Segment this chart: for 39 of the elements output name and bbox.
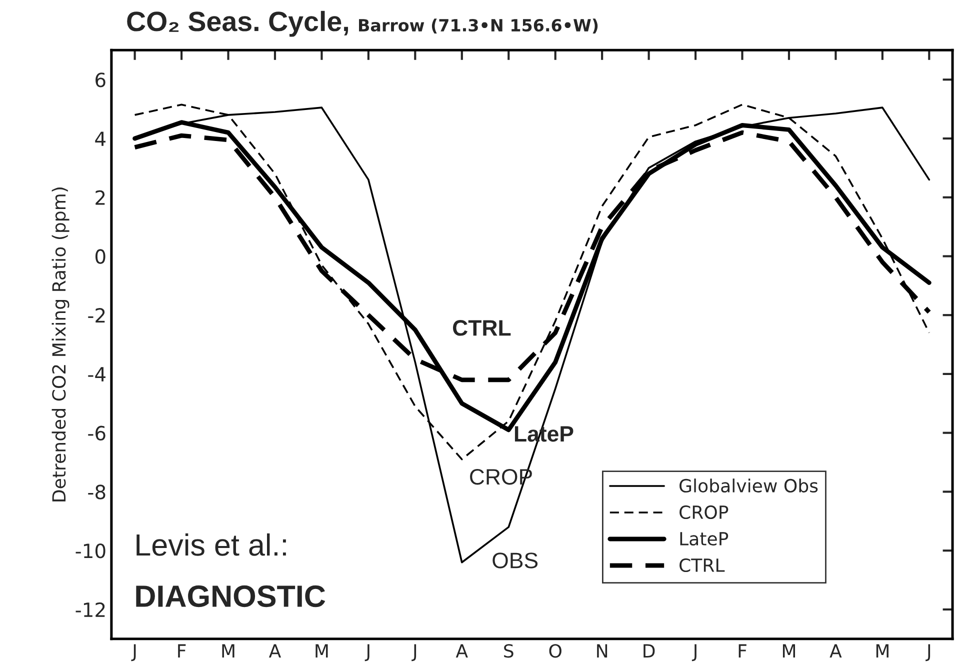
annotation: DIAGNOSTIC	[136, 585, 326, 608]
legend-label: Globalview Obs	[680, 478, 818, 493]
y-tick-label: -8	[88, 484, 106, 500]
x-tick-label: S	[504, 644, 514, 658]
x-tick-label: M	[222, 644, 234, 658]
x-tick-label: J	[131, 644, 136, 662]
x-tick-label: A	[268, 644, 282, 658]
x-tick-label: F	[178, 644, 186, 658]
y-axis-title: Detrended CO2 Mixing Ratio (ppm)	[52, 188, 70, 502]
legend-label: CTRL	[680, 558, 725, 572]
legend-label: LateP	[680, 532, 728, 546]
x-tick-label: D	[644, 644, 655, 658]
x-tick-label: J	[692, 644, 696, 662]
y-tick-label: -10	[76, 544, 106, 558]
y-tick-label: -4	[88, 367, 106, 382]
x-tick-label: J	[412, 644, 416, 662]
x-tick-label: A	[456, 644, 468, 658]
y-tick-label: 6	[96, 72, 106, 88]
y-tick-label: -2	[88, 308, 105, 322]
x-tick-label: A	[830, 644, 842, 658]
annotation: CTRL	[452, 320, 511, 336]
y-tick-label: 4	[95, 132, 106, 146]
x-tick-label: O	[549, 644, 562, 658]
x-tick-label: M	[782, 644, 796, 658]
x-tick-label: J	[364, 644, 370, 662]
x-tick-label: N	[597, 644, 608, 658]
y-tick-label: -12	[76, 602, 105, 617]
x-tick-label: M	[876, 644, 888, 658]
x-tick-label: F	[738, 644, 746, 658]
x-tick-label: M	[316, 644, 328, 658]
chart-subtitle: Barrow (71.3•N 156.6•W)	[359, 18, 598, 34]
annotation: OBS	[492, 552, 538, 568]
legend-label: CROP	[680, 505, 728, 520]
chart-title: CO₂ Seas. Cycle,	[127, 10, 348, 37]
x-tick-label: J	[926, 644, 930, 662]
y-tick-label: 0	[95, 249, 106, 264]
y-tick-label: 2	[96, 190, 105, 205]
y-tick-label: -6	[88, 426, 106, 441]
annotation: Levis et al.:	[136, 533, 286, 556]
